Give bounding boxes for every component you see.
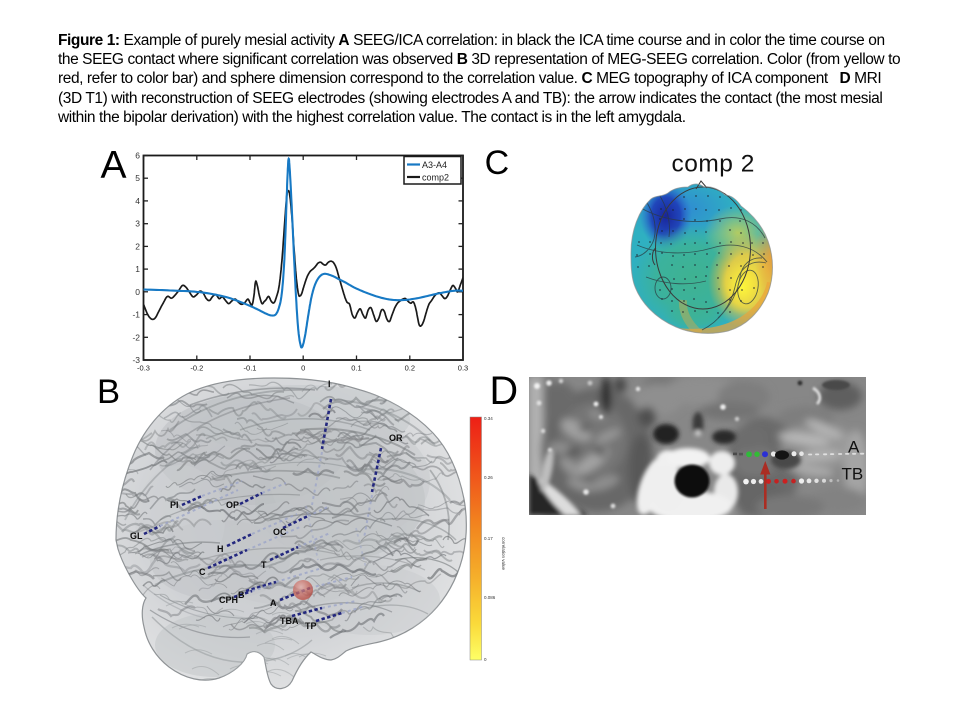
- svg-text:-1: -1: [132, 310, 140, 320]
- svg-text:OR: OR: [389, 433, 403, 443]
- svg-text:comp 2: comp 2: [672, 150, 755, 177]
- svg-text:0: 0: [484, 657, 487, 662]
- svg-text:TB: TB: [842, 465, 864, 484]
- svg-text:0: 0: [301, 364, 305, 373]
- svg-text:OC: OC: [273, 527, 287, 537]
- svg-text:0.17: 0.17: [484, 536, 493, 541]
- svg-text:4: 4: [135, 196, 140, 206]
- svg-text:5: 5: [135, 173, 140, 183]
- svg-text:I: I: [328, 379, 331, 389]
- svg-text:A: A: [270, 598, 277, 608]
- svg-text:-0.3: -0.3: [137, 364, 150, 373]
- svg-text:-2: -2: [132, 332, 140, 342]
- svg-text:TP: TP: [305, 621, 317, 631]
- svg-text:TBA: TBA: [280, 616, 299, 626]
- svg-text:1: 1: [135, 264, 140, 274]
- svg-text:C: C: [199, 567, 206, 577]
- svg-text:PI: PI: [170, 500, 179, 510]
- svg-text:0.2: 0.2: [405, 364, 415, 373]
- svg-text:A: A: [848, 438, 860, 457]
- svg-text:0: 0: [135, 287, 140, 297]
- svg-text:T: T: [261, 560, 267, 570]
- svg-text:GL: GL: [130, 531, 143, 541]
- svg-text:0.34: 0.34: [484, 416, 493, 421]
- svg-text:CPH: CPH: [219, 595, 238, 605]
- svg-text:3: 3: [135, 219, 140, 229]
- svg-text:0.086: 0.086: [484, 595, 496, 600]
- svg-text:OP: OP: [226, 500, 239, 510]
- svg-text:-0.1: -0.1: [244, 364, 257, 373]
- svg-text:-3: -3: [132, 355, 140, 365]
- svg-text:comp2: comp2: [422, 173, 449, 183]
- svg-text:0.1: 0.1: [351, 364, 361, 373]
- svg-text:0.3: 0.3: [458, 364, 468, 373]
- svg-text:-0.2: -0.2: [190, 364, 203, 373]
- svg-text:0.26: 0.26: [484, 475, 493, 480]
- svg-text:A3-A4: A3-A4: [422, 160, 447, 170]
- svg-text:H: H: [217, 544, 224, 554]
- svg-text:6: 6: [135, 151, 140, 161]
- svg-text:2: 2: [135, 241, 140, 251]
- svg-text:B: B: [238, 590, 245, 600]
- svg-text:correlation value: correlation value: [501, 537, 506, 571]
